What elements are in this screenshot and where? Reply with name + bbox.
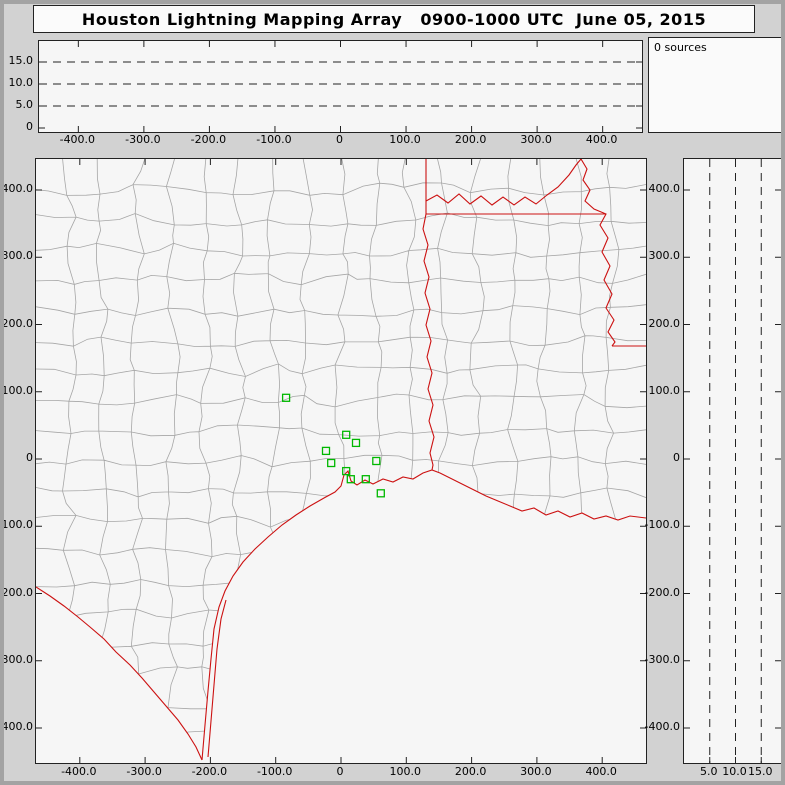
lma-station-marker — [346, 475, 355, 484]
lma-station-marker — [372, 456, 381, 466]
tick-label: 10.0 — [722, 765, 747, 778]
tick-label: 300.0 — [520, 765, 552, 778]
tick-label: 100.0 — [389, 133, 421, 146]
tick-label: -300.0 — [126, 765, 162, 778]
tick-label: 400.0 — [648, 182, 681, 195]
ew-altitude-plot — [39, 41, 642, 132]
tick-label: -300.0 — [0, 652, 33, 666]
barrier-island — [207, 599, 227, 758]
ew-altitude-panel — [38, 40, 643, 133]
tick-label: -200.0 — [191, 765, 228, 778]
lma-station-marker — [321, 446, 331, 456]
plan-view-map-panel — [35, 158, 647, 764]
tick-label: -400.0 — [644, 720, 680, 733]
lma-station-marker — [281, 393, 291, 402]
title-bar: Houston Lightning Mapping Array 0900-100… — [33, 5, 755, 33]
ns-altitude-plot — [684, 159, 781, 763]
coastline — [201, 469, 646, 761]
tick-label: 100.0 — [1, 383, 34, 397]
tick-label: -100.0 — [256, 133, 292, 146]
tick-label: 15.0 — [8, 54, 34, 67]
ew-altitude-axis-labels: 15.0 10.0 5.0 0 — [2, 40, 34, 133]
ew-distance-axis-labels-top: -400.0 -300.0 -200.0 -100.0 0 100.0 200.0 300.0… — [38, 133, 641, 147]
tick-label: 400.0 — [1, 182, 34, 195]
rio-grande-border — [36, 586, 203, 761]
tick-label: -100.0 — [0, 518, 33, 532]
tick-label: 10.0 — [8, 76, 34, 89]
tick-label: 300.0 — [1, 249, 34, 263]
ns-altitude-axis-labels: 5.0 10.0 15.0 — [683, 765, 780, 779]
source-count-label: 0 sources — [654, 41, 707, 54]
tick-label: 0 — [336, 133, 343, 146]
tick-label: -400.0 — [59, 133, 96, 146]
tick-label: 15.0 — [748, 765, 773, 778]
tick-label: 200.0 — [648, 316, 681, 330]
red-river-border — [425, 159, 582, 206]
lma-station-marker — [342, 466, 351, 476]
plan-view-map — [36, 159, 646, 763]
tick-label: 400.0 — [585, 133, 618, 146]
tick-label: 5.0 — [700, 765, 718, 778]
lma-station-marker — [327, 458, 336, 468]
tick-label: 300.0 — [520, 133, 552, 146]
tick-label: 0 — [26, 120, 33, 133]
ns-altitude-panel — [683, 158, 782, 764]
tick-label: 0 — [26, 451, 33, 464]
tick-label: 200.0 — [454, 133, 487, 146]
county-borders — [36, 159, 646, 760]
tick-label: 200.0 — [1, 316, 34, 330]
sabine-river-border — [422, 213, 435, 471]
tick-label: -400.0 — [0, 720, 33, 733]
tick-label: -300.0 — [644, 652, 680, 666]
tick-label: 100.0 — [389, 765, 422, 778]
lma-station-marker — [351, 438, 361, 448]
tick-label: 0 — [336, 765, 344, 778]
tick-label: -200.0 — [190, 133, 227, 146]
lma-station-marker — [376, 489, 385, 498]
tick-label: 100.0 — [648, 383, 681, 397]
tick-label: -100.0 — [644, 518, 680, 532]
lma-station-marker — [361, 475, 370, 484]
tick-label: -200.0 — [0, 585, 33, 599]
window-title: Houston Lightning Mapping Array 0900-100… — [81, 9, 707, 29]
tick-label: 400.0 — [585, 765, 617, 778]
tick-label: 0 — [673, 451, 680, 464]
tick-label: -100.0 — [256, 765, 293, 778]
ns-distance-axis-labels: 400.0 300.0 200.0 100.0 0 -100.0 -200.0 -300.0 -… — [0, 158, 34, 762]
lma-station-marker — [342, 430, 351, 439]
ns-distance-axis-labels-right: 400.0 300.0 200.0 100.0 0 -100.0 -200.0 -300.0 -… — [644, 158, 681, 762]
tick-label: 300.0 — [648, 249, 681, 263]
mississippi-river-border — [580, 159, 616, 347]
source-histogram-panel: 0 sources — [648, 37, 782, 133]
tick-label: -400.0 — [61, 765, 97, 778]
tick-label: -300.0 — [125, 133, 161, 146]
tick-label: -200.0 — [644, 585, 680, 599]
ew-distance-axis-labels-bottom: -400.0 -300.0 -200.0 -100.0 0 100.0 200.0 300.0… — [35, 765, 645, 779]
tick-label: 200.0 — [454, 765, 487, 778]
tick-label: 5.0 — [15, 98, 34, 111]
